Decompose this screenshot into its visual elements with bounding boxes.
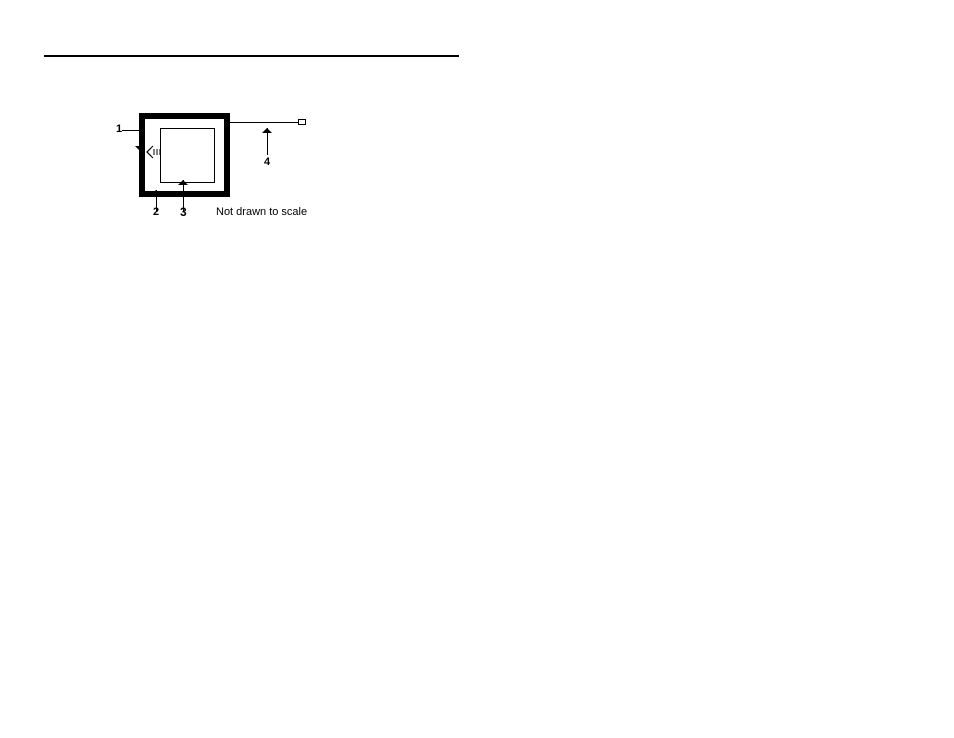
leader-3-arrowhead-icon — [178, 180, 188, 185]
left-arrow-glyph-icon — [145, 144, 162, 160]
scale-caption: Not drawn to scale — [216, 206, 307, 218]
leader-1-arrowhead-icon — [135, 146, 145, 151]
inner-box — [160, 128, 215, 183]
probe-line — [224, 122, 298, 123]
label-1: 1 — [116, 123, 122, 135]
leader-2-arrowhead-icon — [151, 190, 161, 195]
diagram-page: 1 2 3 4 Not drawn to scale — [0, 0, 954, 738]
probe-head — [298, 119, 306, 125]
label-2: 2 — [153, 206, 159, 218]
label-3: 3 — [180, 205, 187, 219]
leader-1-h — [122, 130, 140, 131]
top-rule — [44, 55, 459, 57]
leader-4-arrowhead-icon — [262, 128, 272, 133]
label-4: 4 — [264, 156, 270, 168]
